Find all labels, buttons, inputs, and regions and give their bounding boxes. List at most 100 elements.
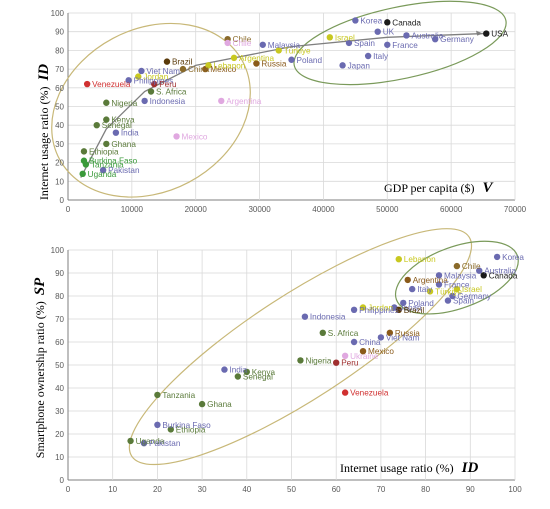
point-label-chile: Chile: [233, 35, 252, 44]
point-peru: [151, 80, 158, 88]
point-label-philippines: Philippines: [134, 76, 174, 85]
x-tick-label: 70: [376, 485, 385, 494]
x-tick-label: 10: [108, 485, 117, 494]
point-label-mexico: Mexico: [368, 347, 394, 356]
point-label-argentina: Argentina: [413, 276, 448, 285]
point-label-pakistan: Pakistan: [149, 439, 181, 448]
point-label-chile: Chile: [233, 39, 252, 48]
point-label-philippines: Philippines: [359, 306, 399, 315]
y-tick-label: 40: [55, 121, 64, 130]
point-viet-nam: [138, 67, 145, 75]
chart1-xlabel-text: GDP per capita ($): [384, 181, 475, 195]
point-label-russia: Russia: [395, 329, 420, 338]
x-tick-label: 20000: [185, 205, 208, 214]
point-label-italy: Italy: [373, 52, 389, 61]
x-tick-label: 30: [198, 485, 207, 494]
y-tick-label: 10: [55, 453, 64, 462]
point-peru: [333, 359, 340, 366]
point-label-s-africa: S. Africa: [156, 88, 187, 97]
x-tick-label: 60000: [440, 205, 463, 214]
x-tick-label: 60: [332, 485, 341, 494]
point-label-australia: Australia: [411, 31, 443, 40]
point-label-t-rkiye: Türkiye: [435, 287, 462, 296]
point-label-argentina: Argentina: [239, 54, 274, 63]
point-s-africa: [319, 329, 326, 336]
x-tick-label: 80: [421, 485, 430, 494]
y-tick-label: 0: [60, 476, 65, 485]
cluster-ellipse-top: [394, 240, 519, 315]
chart1-trend-arrow: [80, 30, 484, 178]
point-indonesia: [301, 313, 309, 320]
point-mexico: [173, 133, 180, 140]
chart1-grid: [67, 12, 516, 201]
point-label-venezuela: Venezuela: [92, 80, 131, 89]
point-label-lebanon: Lebanon: [213, 61, 245, 70]
point-argentina: [218, 97, 225, 105]
chart2-ylabel-text: Smartphone ownership ratio (%): [33, 301, 47, 458]
point-korea: [352, 17, 359, 24]
point-germany: [449, 292, 456, 300]
point-label-kenya: Kenya: [252, 368, 276, 377]
x-tick-label: 50000: [376, 205, 399, 214]
point-label-canada: Canada: [489, 271, 518, 280]
point-label-brazil: Brazil: [404, 306, 425, 315]
point-china: [179, 65, 187, 73]
point-korea: [493, 253, 501, 261]
y-tick-label: 80: [55, 292, 64, 301]
point-chile: [224, 39, 231, 47]
chart2-xlabel-text: Internet usage ratio (%): [340, 461, 454, 475]
y-tick-label: 10: [55, 177, 64, 186]
point-israel: [326, 34, 334, 41]
point-brazil: [395, 306, 402, 313]
y-tick-label: 80: [55, 46, 64, 55]
x-tick-label: 30000: [248, 205, 271, 214]
point-spain: [345, 39, 353, 47]
point-canada: [480, 272, 487, 279]
chart1-xlabel-symbol: V: [483, 180, 495, 196]
point-kenya: [243, 368, 250, 376]
point-label-tanzania: Tanzania: [162, 391, 195, 400]
x-tick-label: 100: [508, 485, 522, 494]
x-tick-label: 0: [66, 205, 71, 214]
y-tick-label: 30: [55, 140, 64, 149]
point-pakistan: [140, 440, 148, 447]
chart2-cluster-ellipses: [128, 228, 519, 466]
chart1-ylabel-text: Internet usage ratio (%): [37, 87, 51, 201]
point-argentina: [230, 54, 238, 62]
point-label-uganda: Uganda: [136, 437, 165, 446]
point-label-ghana: Ghana: [111, 140, 136, 149]
point-philippines: [350, 306, 358, 313]
point-label-viet-nam: Viet Nam: [146, 67, 180, 76]
point-philippines: [125, 77, 132, 84]
y-tick-label: 50: [55, 361, 64, 370]
chart1-cluster-ellipses: [51, 0, 507, 198]
point-spain: [444, 297, 452, 304]
y-tick-label: 100: [51, 9, 65, 18]
point-label-burkina-faso: Burkina Faso: [162, 421, 211, 430]
x-tick-label: 70000: [504, 205, 527, 214]
point-germany: [431, 35, 439, 43]
trend-curve: [80, 32, 484, 178]
point-ethiopia: [167, 426, 175, 433]
x-tick-label: 20: [153, 485, 162, 494]
point-label-canada: Canada: [392, 18, 421, 27]
point-senegal: [93, 122, 100, 129]
chart1-ylabel: Internet usage ratio (%) ID: [36, 64, 52, 200]
point-venezuela: [341, 389, 349, 396]
point-label-japan: Japan: [399, 304, 422, 313]
point-china: [350, 338, 358, 346]
point-label-india: India: [229, 366, 247, 375]
point-israel: [453, 285, 461, 293]
point-label-tanzania: Tanzania: [91, 160, 124, 169]
point-chile: [453, 262, 461, 270]
point-russia: [253, 60, 260, 67]
point-ghana: [103, 140, 110, 148]
point-s-africa: [147, 88, 155, 95]
point-label-chile: Chile: [462, 262, 481, 271]
point-label-viet-nam: Viet Nam: [386, 333, 420, 342]
point-label-brazil: Brazil: [172, 58, 193, 67]
point-label-t-rkiye: Türkiye: [284, 46, 311, 55]
